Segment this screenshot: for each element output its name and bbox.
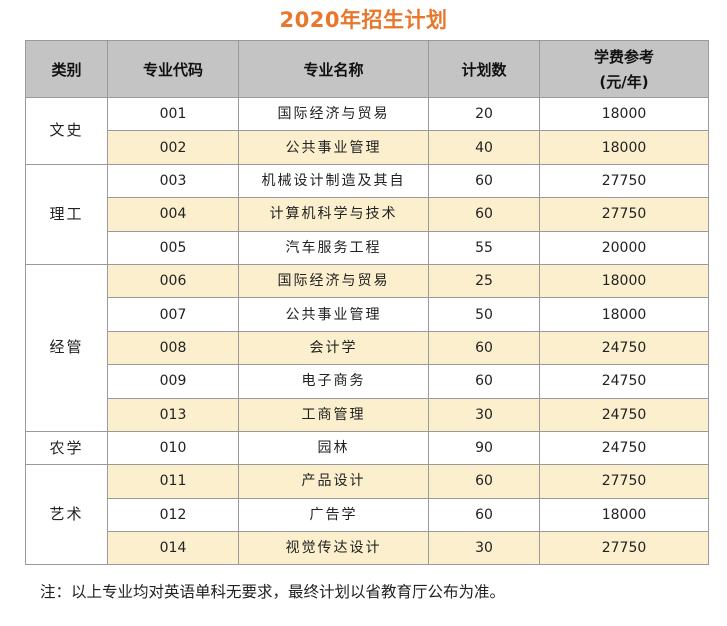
fee-cell: 24750 xyxy=(539,330,709,366)
fee-cell: 18000 xyxy=(539,297,709,332)
header-fee-line2: (元/年) xyxy=(599,73,649,91)
category-cell: 经管 xyxy=(25,263,108,432)
header-name: 专业名称 xyxy=(238,40,429,98)
name-cell: 电子商务 xyxy=(238,364,429,399)
name-cell: 园林 xyxy=(238,430,429,466)
fee-cell: 27750 xyxy=(539,163,709,199)
category-cell: 理工 xyxy=(25,163,108,265)
name-cell: 机械设计制造及其自 xyxy=(238,163,429,199)
code-cell: 010 xyxy=(107,430,239,466)
enrollment-plan-table: 类别 专业代码 专业名称 计划数 学费参考 (元/年) 文史 001 国际经济与贸易… xyxy=(25,40,709,566)
name-cell: 产品设计 xyxy=(238,464,429,499)
table-row: 005 汽车服务工程 55 20000 xyxy=(26,230,709,265)
count-cell: 60 xyxy=(428,163,540,199)
fee-cell: 27750 xyxy=(539,464,709,499)
count-cell: 55 xyxy=(428,230,540,265)
code-cell: 011 xyxy=(107,464,239,499)
fee-cell: 27750 xyxy=(539,531,709,566)
name-cell: 计算机科学与技术 xyxy=(238,197,429,232)
count-cell: 60 xyxy=(428,497,540,533)
name-cell: 广告学 xyxy=(238,497,429,533)
count-cell: 25 xyxy=(428,263,540,299)
name-cell: 国际经济与贸易 xyxy=(238,263,429,299)
header-category: 类别 xyxy=(25,40,108,98)
name-cell: 国际经济与贸易 xyxy=(238,96,429,132)
name-cell: 汽车服务工程 xyxy=(238,230,429,265)
fee-cell: 18000 xyxy=(539,497,709,533)
table-row: 农学 010 园林 90 24750 xyxy=(25,430,709,466)
count-cell: 40 xyxy=(428,130,540,165)
name-cell: 公共事业管理 xyxy=(238,297,429,332)
table-row: 008 会计学 60 24750 xyxy=(26,330,709,366)
table-header-row: 类别 专业代码 专业名称 计划数 学费参考 (元/年) xyxy=(25,40,709,98)
code-cell: 009 xyxy=(107,364,239,399)
footnote: 注：以上专业均对英语单科无要求，最终计划以省教育厅公布为准。 xyxy=(40,583,506,601)
fee-cell: 24750 xyxy=(539,430,709,466)
fee-cell: 18000 xyxy=(539,96,709,132)
table-row: 014 视觉传达设计 30 27750 xyxy=(26,531,709,566)
table-row: 理工 003 机械设计制造及其自 60 27750 xyxy=(25,163,709,265)
category-cell: 艺术 xyxy=(25,464,108,566)
code-cell: 007 xyxy=(107,297,239,332)
count-cell: 30 xyxy=(428,531,540,566)
code-cell: 002 xyxy=(107,130,239,165)
table-row: 009 电子商务 60 24750 xyxy=(26,364,709,399)
count-cell: 20 xyxy=(428,96,540,132)
count-cell: 60 xyxy=(428,197,540,232)
code-cell: 005 xyxy=(107,230,239,265)
code-cell: 006 xyxy=(107,263,239,299)
count-cell: 30 xyxy=(428,397,540,432)
code-cell: 012 xyxy=(107,497,239,533)
header-count: 计划数 xyxy=(428,40,540,98)
table-body: 文史 001 国际经济与贸易 20 18000 002 公共事业管理 40 18000 理工 003… xyxy=(25,96,709,566)
table-row: 012 广告学 60 18000 xyxy=(26,497,709,533)
page-title: 2020年招生计划 xyxy=(279,8,448,32)
table-row: 经管 006 国际经济与贸易 25 18000 xyxy=(25,263,709,432)
fee-cell: 18000 xyxy=(539,130,709,165)
fee-cell: 18000 xyxy=(539,263,709,299)
table-row: 004 计算机科学与技术 60 27750 xyxy=(26,197,709,232)
header-code: 专业代码 xyxy=(107,40,239,98)
code-cell: 001 xyxy=(107,96,239,132)
count-cell: 60 xyxy=(428,364,540,399)
count-cell: 90 xyxy=(428,430,540,466)
code-cell: 014 xyxy=(107,531,239,566)
table-row: 002 公共事业管理 40 18000 xyxy=(26,130,709,165)
code-cell: 008 xyxy=(107,330,239,366)
fee-cell: 27750 xyxy=(539,197,709,232)
header-fee-line1: 学费参考 xyxy=(593,48,654,66)
table-row: 艺术 011 产品设计 60 27750 xyxy=(25,464,709,566)
category-cell: 文史 xyxy=(25,97,108,165)
code-cell: 013 xyxy=(107,397,239,432)
category-cell: 农学 xyxy=(25,430,108,466)
table-row: 013 工商管理 30 24750 xyxy=(26,397,709,432)
header-fee: 学费参考 (元/年) xyxy=(539,40,709,98)
count-cell: 50 xyxy=(428,297,540,332)
table-row: 007 公共事业管理 50 18000 xyxy=(26,297,709,332)
code-cell: 004 xyxy=(107,197,239,232)
name-cell: 公共事业管理 xyxy=(238,130,429,165)
name-cell: 视觉传达设计 xyxy=(238,531,429,566)
name-cell: 工商管理 xyxy=(238,397,429,432)
count-cell: 60 xyxy=(428,464,540,499)
fee-cell: 24750 xyxy=(539,364,709,399)
fee-cell: 20000 xyxy=(539,230,709,265)
table-row: 文史 001 国际经济与贸易 20 18000 xyxy=(25,96,709,165)
count-cell: 60 xyxy=(428,330,540,366)
name-cell: 会计学 xyxy=(238,330,429,366)
code-cell: 003 xyxy=(107,163,239,199)
fee-cell: 24750 xyxy=(539,397,709,432)
